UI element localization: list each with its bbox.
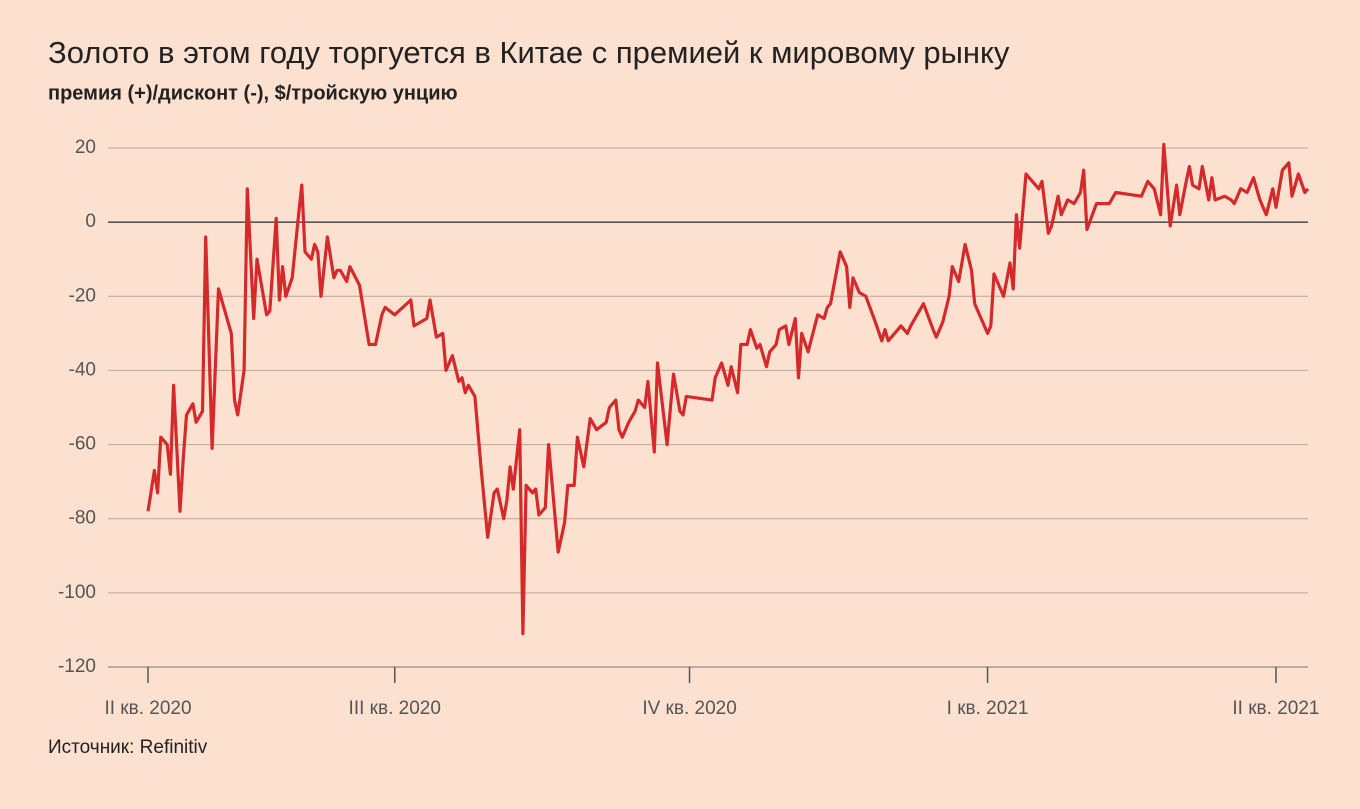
x-tick-label: II кв. 2020 [104,698,191,719]
chart-subtitle: премия (+)/дисконт (-), $/тройскую унцию [48,82,458,104]
y-tick-label: 0 [85,211,96,232]
y-tick-label: -20 [69,285,96,306]
y-tick-label: -60 [69,434,96,455]
y-tick-label: -80 [69,508,96,529]
y-tick-label: -100 [58,582,96,603]
x-tick-label: I кв. 2021 [947,698,1029,719]
y-tick-label: 20 [75,137,96,158]
source: Источник: Refinitiv [48,737,208,758]
line [146,142,1310,636]
chart-title: Золото в этом году торгуется в Китае с п… [48,35,1010,70]
x-tick-label: II кв. 2021 [1232,698,1319,719]
x-tick-label: IV кв. 2020 [642,698,736,719]
y-tick-label: -40 [69,359,96,380]
x-tick-label: III кв. 2020 [349,698,441,719]
y-tick-label: -120 [58,656,96,677]
